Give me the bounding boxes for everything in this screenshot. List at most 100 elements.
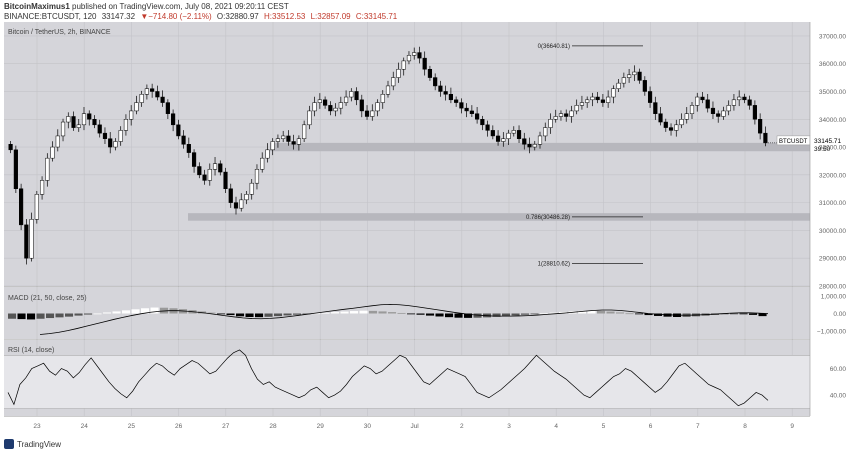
macd-histogram-bar bbox=[93, 313, 102, 315]
candle-body bbox=[632, 71, 637, 76]
x-tick-label: 8 bbox=[743, 423, 747, 430]
candle-body bbox=[160, 96, 165, 103]
macd-histogram-bar bbox=[55, 313, 64, 318]
price-tag-value-box bbox=[810, 135, 846, 153]
x-tick-label: 7 bbox=[696, 423, 700, 430]
candle-body bbox=[721, 110, 726, 117]
candle-body bbox=[39, 180, 45, 195]
rsi-title: RSI (14, close) bbox=[8, 347, 54, 354]
candle-body bbox=[621, 77, 626, 84]
macd-histogram-bar bbox=[226, 313, 235, 316]
candle-body bbox=[705, 99, 710, 109]
candle-body bbox=[349, 91, 354, 98]
candle-body bbox=[485, 124, 490, 131]
candle-body bbox=[323, 99, 328, 106]
candle-body bbox=[260, 157, 265, 170]
candle-body bbox=[679, 119, 684, 126]
axes: 28000.00 29000.00 30000.00 31000.00 32000.00… bbox=[4, 22, 846, 430]
candle-body bbox=[338, 102, 343, 109]
candle-body bbox=[674, 124, 679, 131]
macd-histogram-bar bbox=[207, 312, 216, 314]
candle-body bbox=[495, 135, 501, 142]
candle-body bbox=[553, 116, 558, 120]
x-tick-label: 26 bbox=[175, 423, 183, 430]
candle-body bbox=[401, 60, 406, 70]
candle-body bbox=[537, 135, 543, 145]
candle-body bbox=[359, 99, 364, 112]
candle-body bbox=[265, 149, 270, 159]
candle-body bbox=[737, 96, 742, 101]
x-tick-label: 4 bbox=[554, 423, 558, 430]
macd-line bbox=[39, 303, 769, 335]
candle-body bbox=[616, 82, 621, 89]
candle-body bbox=[710, 107, 716, 114]
candle-body bbox=[139, 94, 144, 103]
candle-body bbox=[244, 194, 249, 201]
macd-histogram-bar bbox=[17, 313, 26, 320]
candle-body bbox=[375, 102, 380, 112]
macd-histogram-bar bbox=[473, 313, 482, 318]
candle-body bbox=[642, 80, 647, 92]
macd-histogram-bar bbox=[141, 308, 150, 314]
macd-histogram-bar bbox=[245, 313, 254, 317]
candle-body bbox=[13, 149, 18, 189]
candle-body bbox=[627, 74, 632, 78]
x-tick-label: 28 bbox=[269, 423, 277, 430]
x-tick-label: 25 bbox=[128, 423, 136, 430]
x-tick-label: Jul bbox=[410, 423, 419, 430]
candle-body bbox=[763, 132, 768, 144]
candle-body bbox=[370, 110, 375, 117]
macd-histogram-bar bbox=[730, 313, 739, 315]
ohlc-low: L:32857.09 bbox=[310, 12, 351, 21]
candle-body bbox=[186, 144, 191, 153]
candle-body bbox=[66, 116, 71, 123]
fib-level-label: 0(36640.81) bbox=[538, 44, 570, 50]
candle-body bbox=[202, 174, 207, 181]
macd-histogram-bar bbox=[150, 307, 159, 314]
price-tick-label: 33000.00 bbox=[819, 145, 846, 152]
candle-body bbox=[302, 124, 307, 139]
tradingview-logo-icon bbox=[4, 439, 14, 449]
ohlc-close: C:33145.71 bbox=[355, 12, 398, 21]
fib-level-label: 0.786(30486.28) bbox=[526, 215, 570, 221]
candle-body bbox=[275, 138, 281, 142]
macd-histogram-bar bbox=[112, 311, 121, 314]
rsi-indicator bbox=[4, 349, 810, 409]
candle-body bbox=[595, 96, 600, 101]
ohlc-high: H:33512.53 bbox=[263, 12, 306, 21]
candle-body bbox=[695, 96, 700, 106]
publish-info: published on TradingView.com, July 08, 2… bbox=[72, 2, 289, 11]
macd-histogram-bar bbox=[65, 313, 74, 317]
candle-body bbox=[291, 141, 296, 145]
candle-body bbox=[653, 102, 658, 114]
macd-histogram-bar bbox=[559, 311, 568, 314]
candle-body bbox=[663, 121, 668, 128]
candle-body bbox=[600, 99, 605, 103]
macd-histogram-bar bbox=[502, 313, 511, 317]
candle-body bbox=[312, 102, 317, 112]
candle-body bbox=[123, 119, 129, 131]
x-tick-label: 30 bbox=[364, 423, 372, 430]
candle-body bbox=[380, 94, 385, 103]
macd-tick-label: 1,000.00 bbox=[821, 294, 847, 301]
candle-body bbox=[171, 113, 176, 126]
candle-body bbox=[391, 77, 396, 87]
candle-body bbox=[522, 138, 527, 145]
x-tick-label: 5 bbox=[602, 423, 606, 430]
candle-body bbox=[81, 113, 87, 126]
macd-histogram-bar bbox=[597, 310, 606, 314]
macd-histogram-bar bbox=[654, 313, 663, 316]
candle-body bbox=[438, 85, 443, 92]
candle-body bbox=[606, 96, 611, 103]
macd-histogram-bar bbox=[74, 313, 83, 316]
candle-body bbox=[286, 135, 291, 142]
candle-body bbox=[758, 119, 763, 134]
x-tick-label: 29 bbox=[317, 423, 325, 430]
candle-body bbox=[76, 124, 81, 128]
macd-histogram-bar bbox=[549, 312, 558, 314]
macd-histogram-bar bbox=[635, 313, 644, 315]
last-price: 33147.32 bbox=[101, 12, 136, 21]
candle-body bbox=[611, 88, 616, 98]
price-tick-label: 34000.00 bbox=[819, 117, 846, 124]
